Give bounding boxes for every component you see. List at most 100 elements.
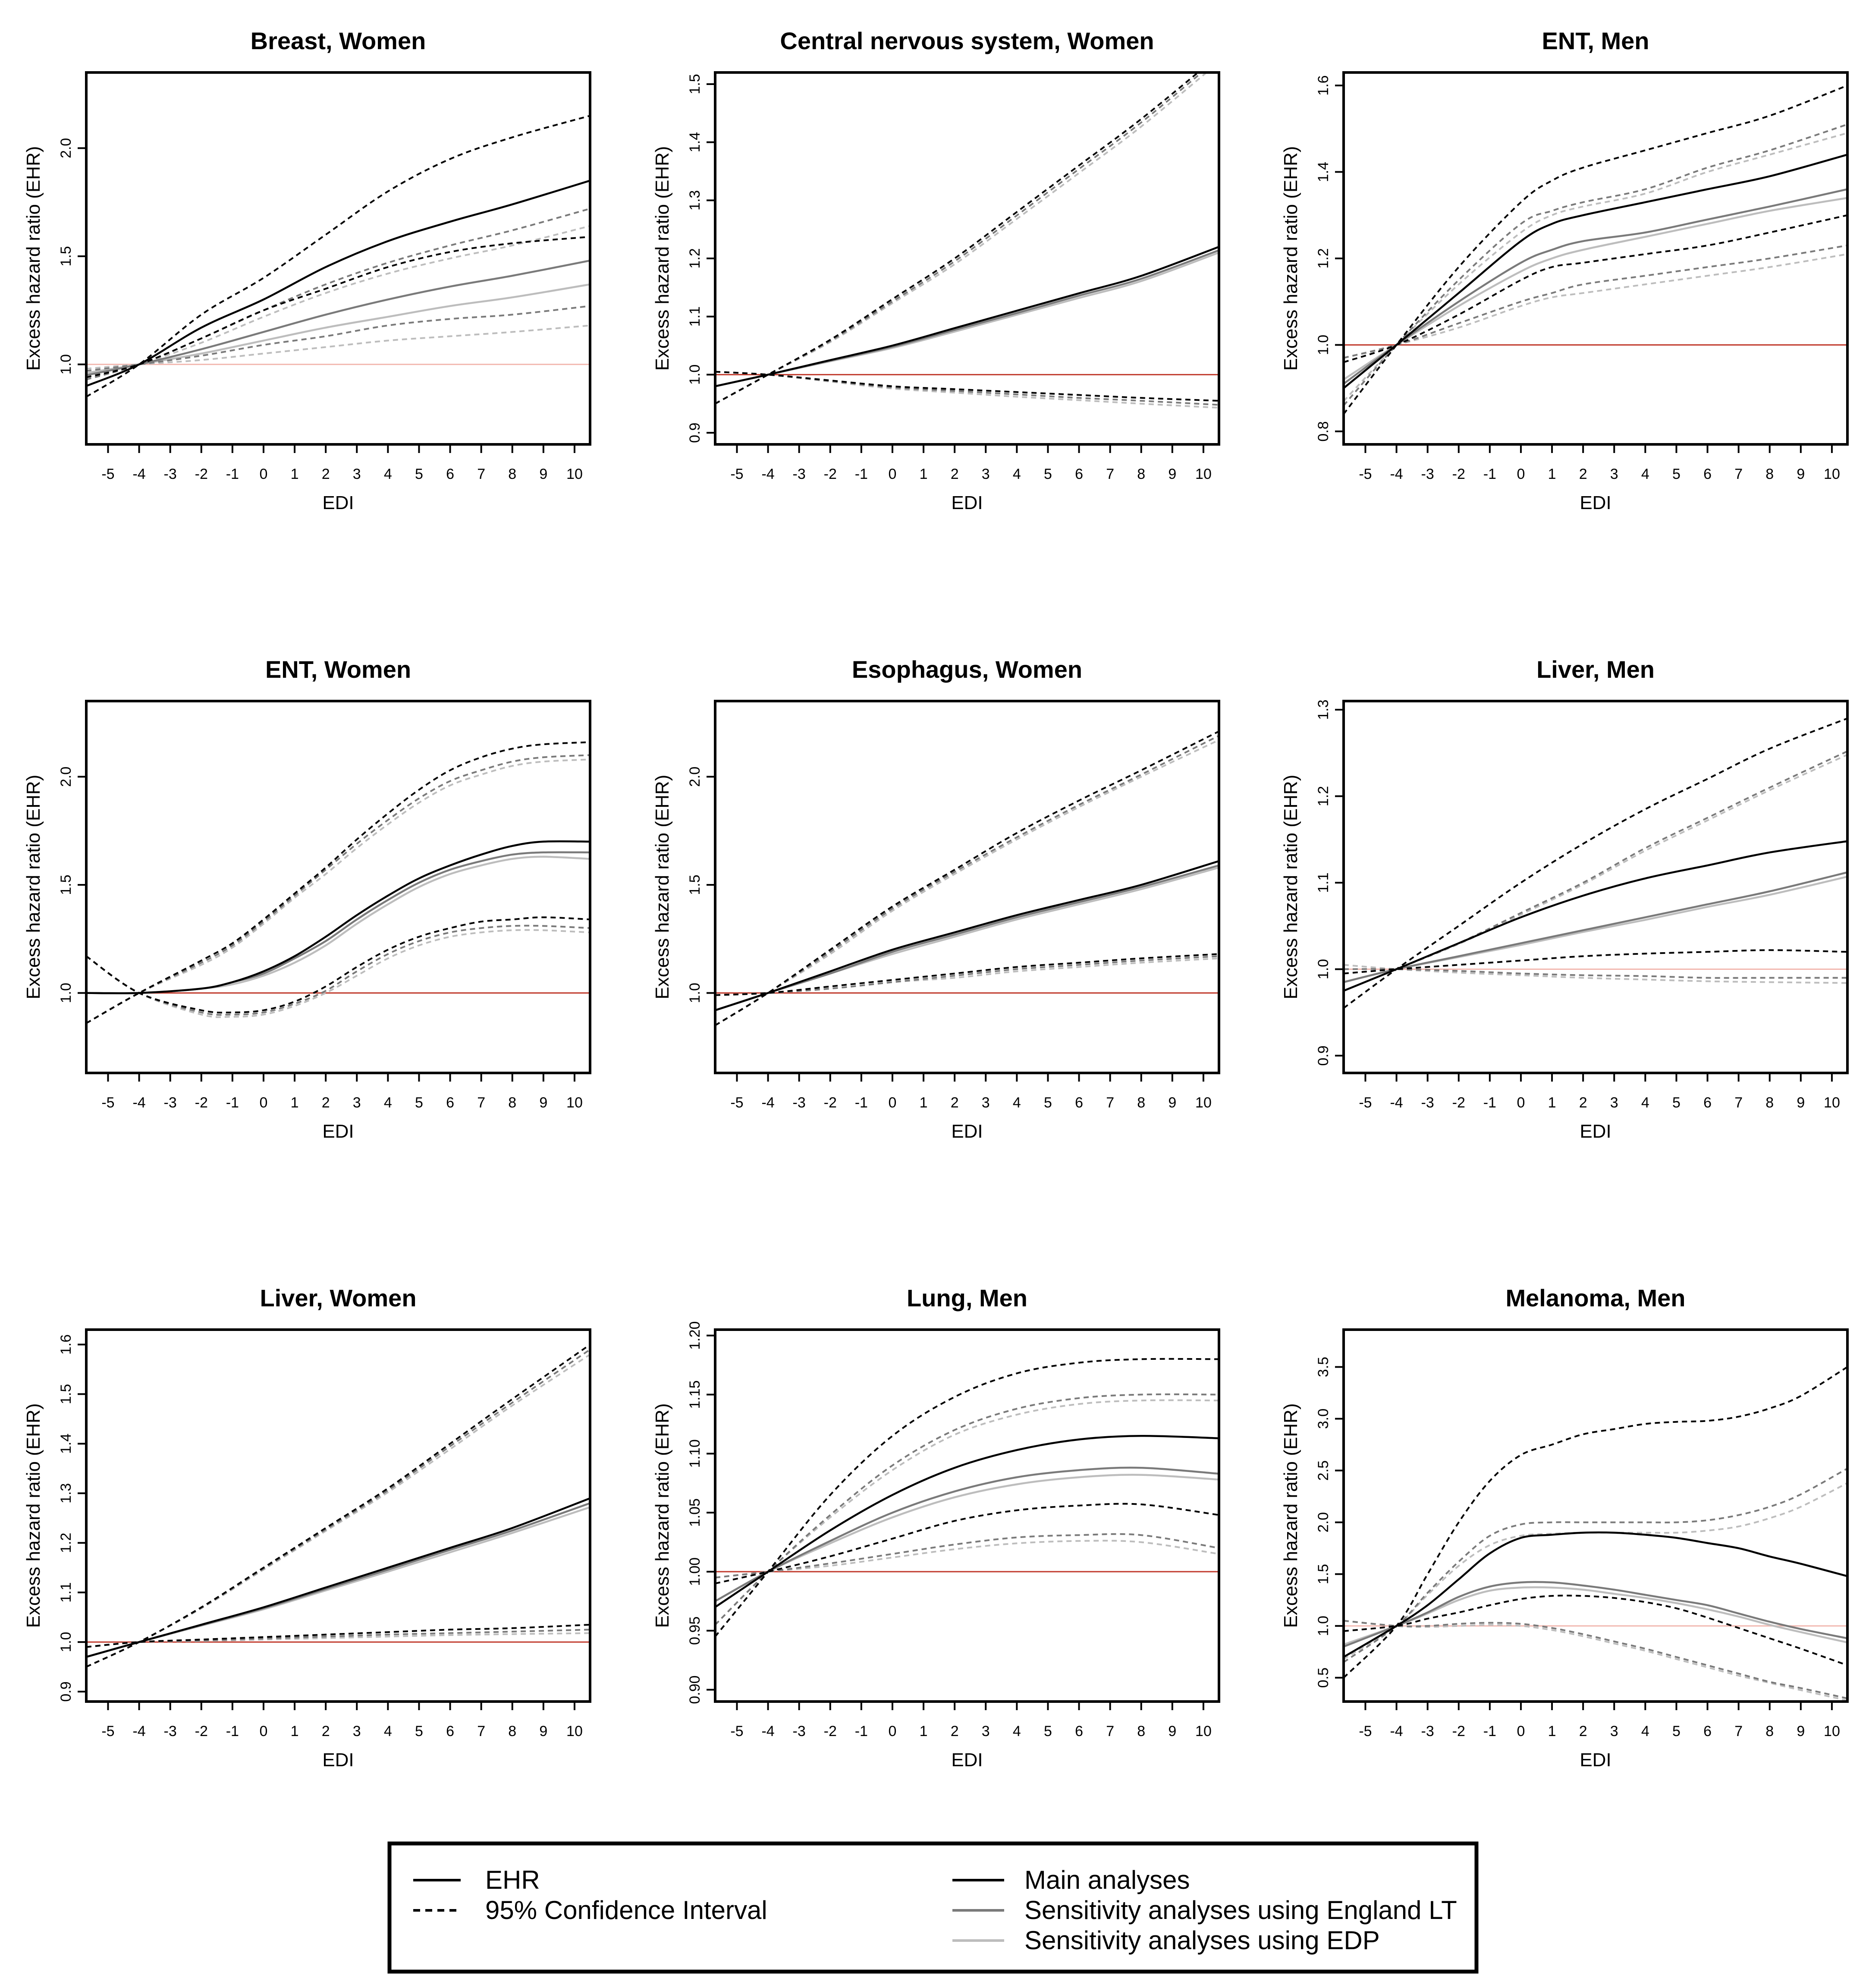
y-axis-label: Excess hazard ratio (EHR) [1280, 146, 1301, 371]
panel-central-nervous-system-women: Central nervous system, Women -5 -4 -3 -2 -1 0… [652, 27, 1220, 513]
x-axis-label: EDI [322, 492, 354, 513]
y-axis-label: Excess hazard ratio (EHR) [652, 1403, 673, 1628]
x-tick-label: 1 [1548, 466, 1556, 482]
y-tick-label: 0.9 [58, 1681, 74, 1702]
x-tick-label: 6 [1703, 1723, 1712, 1740]
x-axis-label: EDI [951, 492, 983, 513]
series-edp-95-ci-lower [86, 324, 590, 370]
series-edp-95-ci-upper [1344, 1482, 1847, 1660]
series-main-analyses-ehr [715, 860, 1219, 1011]
x-tick-label: 8 [1765, 1095, 1774, 1111]
series-england-lt-95-ci-upper [715, 735, 1219, 1026]
x-tick-label: 3 [1610, 1095, 1618, 1111]
x-tick-label: 5 [1672, 466, 1681, 482]
x-tick-label: 7 [1106, 1723, 1114, 1740]
x-tick-label: -3 [164, 466, 177, 482]
panel-title: Breast, Women [251, 27, 426, 54]
x-tick-label: 4 [384, 1723, 392, 1740]
series-england-lt-ehr [715, 1466, 1219, 1602]
legend-label-main: Main analyses [1024, 1865, 1190, 1894]
y-tick-label: 0.5 [1315, 1667, 1332, 1688]
y-tick-label: 1.4 [58, 1434, 74, 1454]
y-tick-label: 1.6 [58, 1334, 74, 1355]
plot-frame [85, 700, 591, 1074]
series-main-analyses-95-ci-upper [715, 730, 1219, 1026]
plot-area [715, 730, 1219, 1026]
panel-liver-women: Liver, Women -5 -4 -3 -2 -1 0 1 2 3 4 5 6 7 8 9 10 0.9 1.0… [23, 1284, 591, 1771]
x-tick-label: 1 [1548, 1723, 1556, 1740]
x-tick-label: 4 [1641, 466, 1649, 482]
x-tick-label: -5 [1359, 466, 1372, 482]
x-tick-label: 5 [415, 1723, 423, 1740]
x-tick-label: 2 [1579, 1095, 1587, 1111]
x-axis-label: EDI [951, 1121, 983, 1142]
series-edp-95-ci-upper [86, 1353, 590, 1668]
x-axis-label: EDI [1580, 1121, 1611, 1142]
x-tick-label: 7 [1106, 1095, 1114, 1111]
x-tick-label: 4 [1641, 1095, 1649, 1111]
x-tick-label: 7 [477, 1095, 485, 1111]
x-tick-label: -4 [761, 1095, 774, 1111]
plot-frame [85, 1328, 591, 1703]
x-tick-label: 4 [1013, 1095, 1021, 1111]
series-main-analyses-95-ci-lower [715, 1503, 1219, 1585]
x-tick-label: -4 [1390, 466, 1403, 482]
x-tick-label: -5 [101, 1723, 114, 1740]
series-england-lt-ehr [1344, 188, 1847, 385]
x-tick-label: 0 [260, 1723, 268, 1740]
x-tick-label: 1 [1548, 1095, 1556, 1111]
x-tick-label: 0 [260, 466, 268, 482]
x-tick-label: 1 [291, 1723, 299, 1740]
x-tick-label: 6 [1703, 1095, 1712, 1111]
y-axis-label: Excess hazard ratio (EHR) [652, 146, 673, 371]
y-tick-label: 1.5 [687, 874, 703, 895]
x-tick-label: 7 [1106, 466, 1114, 482]
y-axis-label: Excess hazard ratio (EHR) [652, 775, 673, 1000]
x-tick-label: 9 [539, 1095, 547, 1111]
y-axis-label: Excess hazard ratio (EHR) [1280, 1403, 1301, 1628]
y-tick-label: 3.5 [1315, 1357, 1332, 1377]
x-tick-label: 0 [889, 466, 897, 482]
series-main-analyses-95-ci-lower [1344, 1595, 1847, 1666]
x-tick-label: -3 [164, 1723, 177, 1740]
panel-title: Liver, Men [1536, 656, 1655, 683]
x-tick-label: -2 [195, 466, 208, 482]
legend-label-edp: Sensitivity analyses using EDP [1024, 1926, 1380, 1955]
y-tick-label: 1.0 [1315, 1616, 1332, 1636]
x-tick-label: 4 [384, 1095, 392, 1111]
x-tick-label: 8 [508, 1095, 516, 1111]
x-tick-label: 7 [1734, 466, 1743, 482]
x-tick-label: 1 [291, 1095, 299, 1111]
x-tick-label: 9 [1797, 1723, 1805, 1740]
x-tick-label: 10 [1195, 1723, 1212, 1740]
x-tick-label: 0 [1517, 466, 1525, 482]
series-edp-95-ci-lower [1344, 964, 1847, 984]
y-tick-label: 2.0 [1315, 1512, 1332, 1532]
x-tick-label: -2 [1452, 466, 1465, 482]
x-tick-label: 9 [1168, 1095, 1176, 1111]
legend-label-ehr: EHR [485, 1865, 540, 1894]
x-tick-label: 5 [1044, 1095, 1052, 1111]
series-main-analyses-95-ci-lower [715, 953, 1219, 996]
x-tick-label: 2 [322, 1095, 330, 1111]
x-tick-label: 2 [1579, 1723, 1587, 1740]
panel-title: Liver, Women [260, 1284, 416, 1312]
x-tick-label: 5 [1044, 466, 1052, 482]
panel-ent-men: ENT, Men -5 -4 -3 -2 -1 0 1 2 3 4 5 6 7 8 9 10 0.8 1.0 1.2 1… [1280, 27, 1849, 513]
plot-frame [85, 71, 591, 446]
x-tick-label: -3 [793, 1723, 806, 1740]
y-tick-label: 1.20 [687, 1321, 703, 1350]
x-tick-label: 9 [1168, 1723, 1176, 1740]
y-tick-label: 0.8 [1315, 421, 1332, 441]
panel-title: Lung, Men [907, 1284, 1027, 1312]
x-tick-label: -2 [1452, 1095, 1465, 1111]
x-axis-label: EDI [1580, 492, 1611, 513]
x-tick-label: -1 [855, 1095, 868, 1111]
x-tick-label: 10 [1195, 466, 1212, 482]
x-tick-label: -4 [1390, 1723, 1403, 1740]
series-england-lt-95-ci-lower [86, 305, 590, 372]
x-tick-label: 8 [508, 466, 516, 482]
legend-label-ci: 95% Confidence Interval [485, 1896, 767, 1925]
x-tick-label: 9 [539, 1723, 547, 1740]
x-tick-label: 10 [1824, 466, 1840, 482]
